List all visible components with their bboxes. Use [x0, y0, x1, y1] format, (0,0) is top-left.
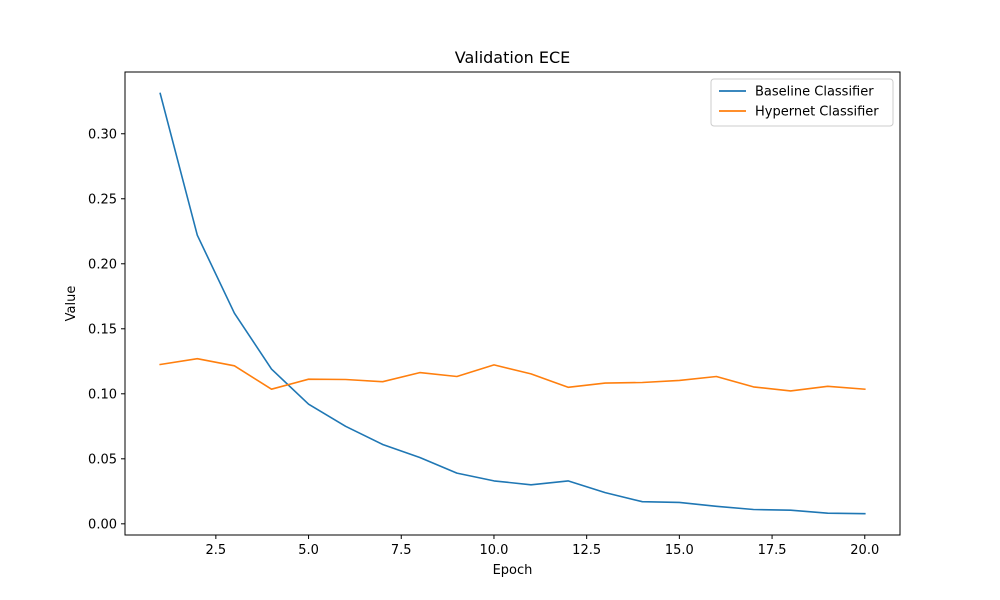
x-tick-label: 12.5	[572, 543, 601, 558]
x-tick-label: 7.5	[391, 543, 412, 558]
plot-area-frame	[124, 71, 901, 536]
x-tick-label: 15.0	[665, 543, 694, 558]
y-tick-label: 0.15	[88, 322, 117, 337]
series-line-hypernet-classifier	[159, 357, 866, 392]
legend-label: Baseline Classifier	[755, 85, 874, 100]
y-tick-label: 0.20	[88, 257, 117, 272]
x-tick-label: 17.5	[758, 543, 787, 558]
legend-box	[710, 78, 894, 127]
x-axis-ticks: 2.5 5.0 7.5 10.0 12.5 15.0 17.5 20.0	[206, 535, 879, 558]
y-tick-label: 0.10	[88, 387, 117, 402]
x-axis-label: Epoch	[493, 563, 533, 578]
series-lines	[159, 92, 866, 515]
legend-label: Hypernet Classifier	[755, 105, 879, 120]
x-tick-label: 20.0	[850, 543, 879, 558]
x-tick-label: 2.5	[206, 543, 227, 558]
legend: Baseline Classifier Hypernet Classifier	[710, 78, 894, 127]
y-tick-label: 0.00	[88, 517, 117, 532]
x-tick-label: 5.0	[298, 543, 319, 558]
series-line-baseline-classifier	[159, 92, 866, 515]
y-tick-label: 0.30	[88, 127, 117, 142]
chart-title: Validation ECE	[455, 48, 570, 67]
x-tick-label: 10.0	[479, 543, 508, 558]
y-tick-label: 0.25	[88, 192, 117, 207]
y-axis-label: Value	[64, 286, 79, 322]
y-axis-ticks: 0.00 0.05 0.10 0.15 0.20 0.25 0.30	[88, 127, 125, 532]
y-tick-label: 0.05	[88, 452, 117, 467]
